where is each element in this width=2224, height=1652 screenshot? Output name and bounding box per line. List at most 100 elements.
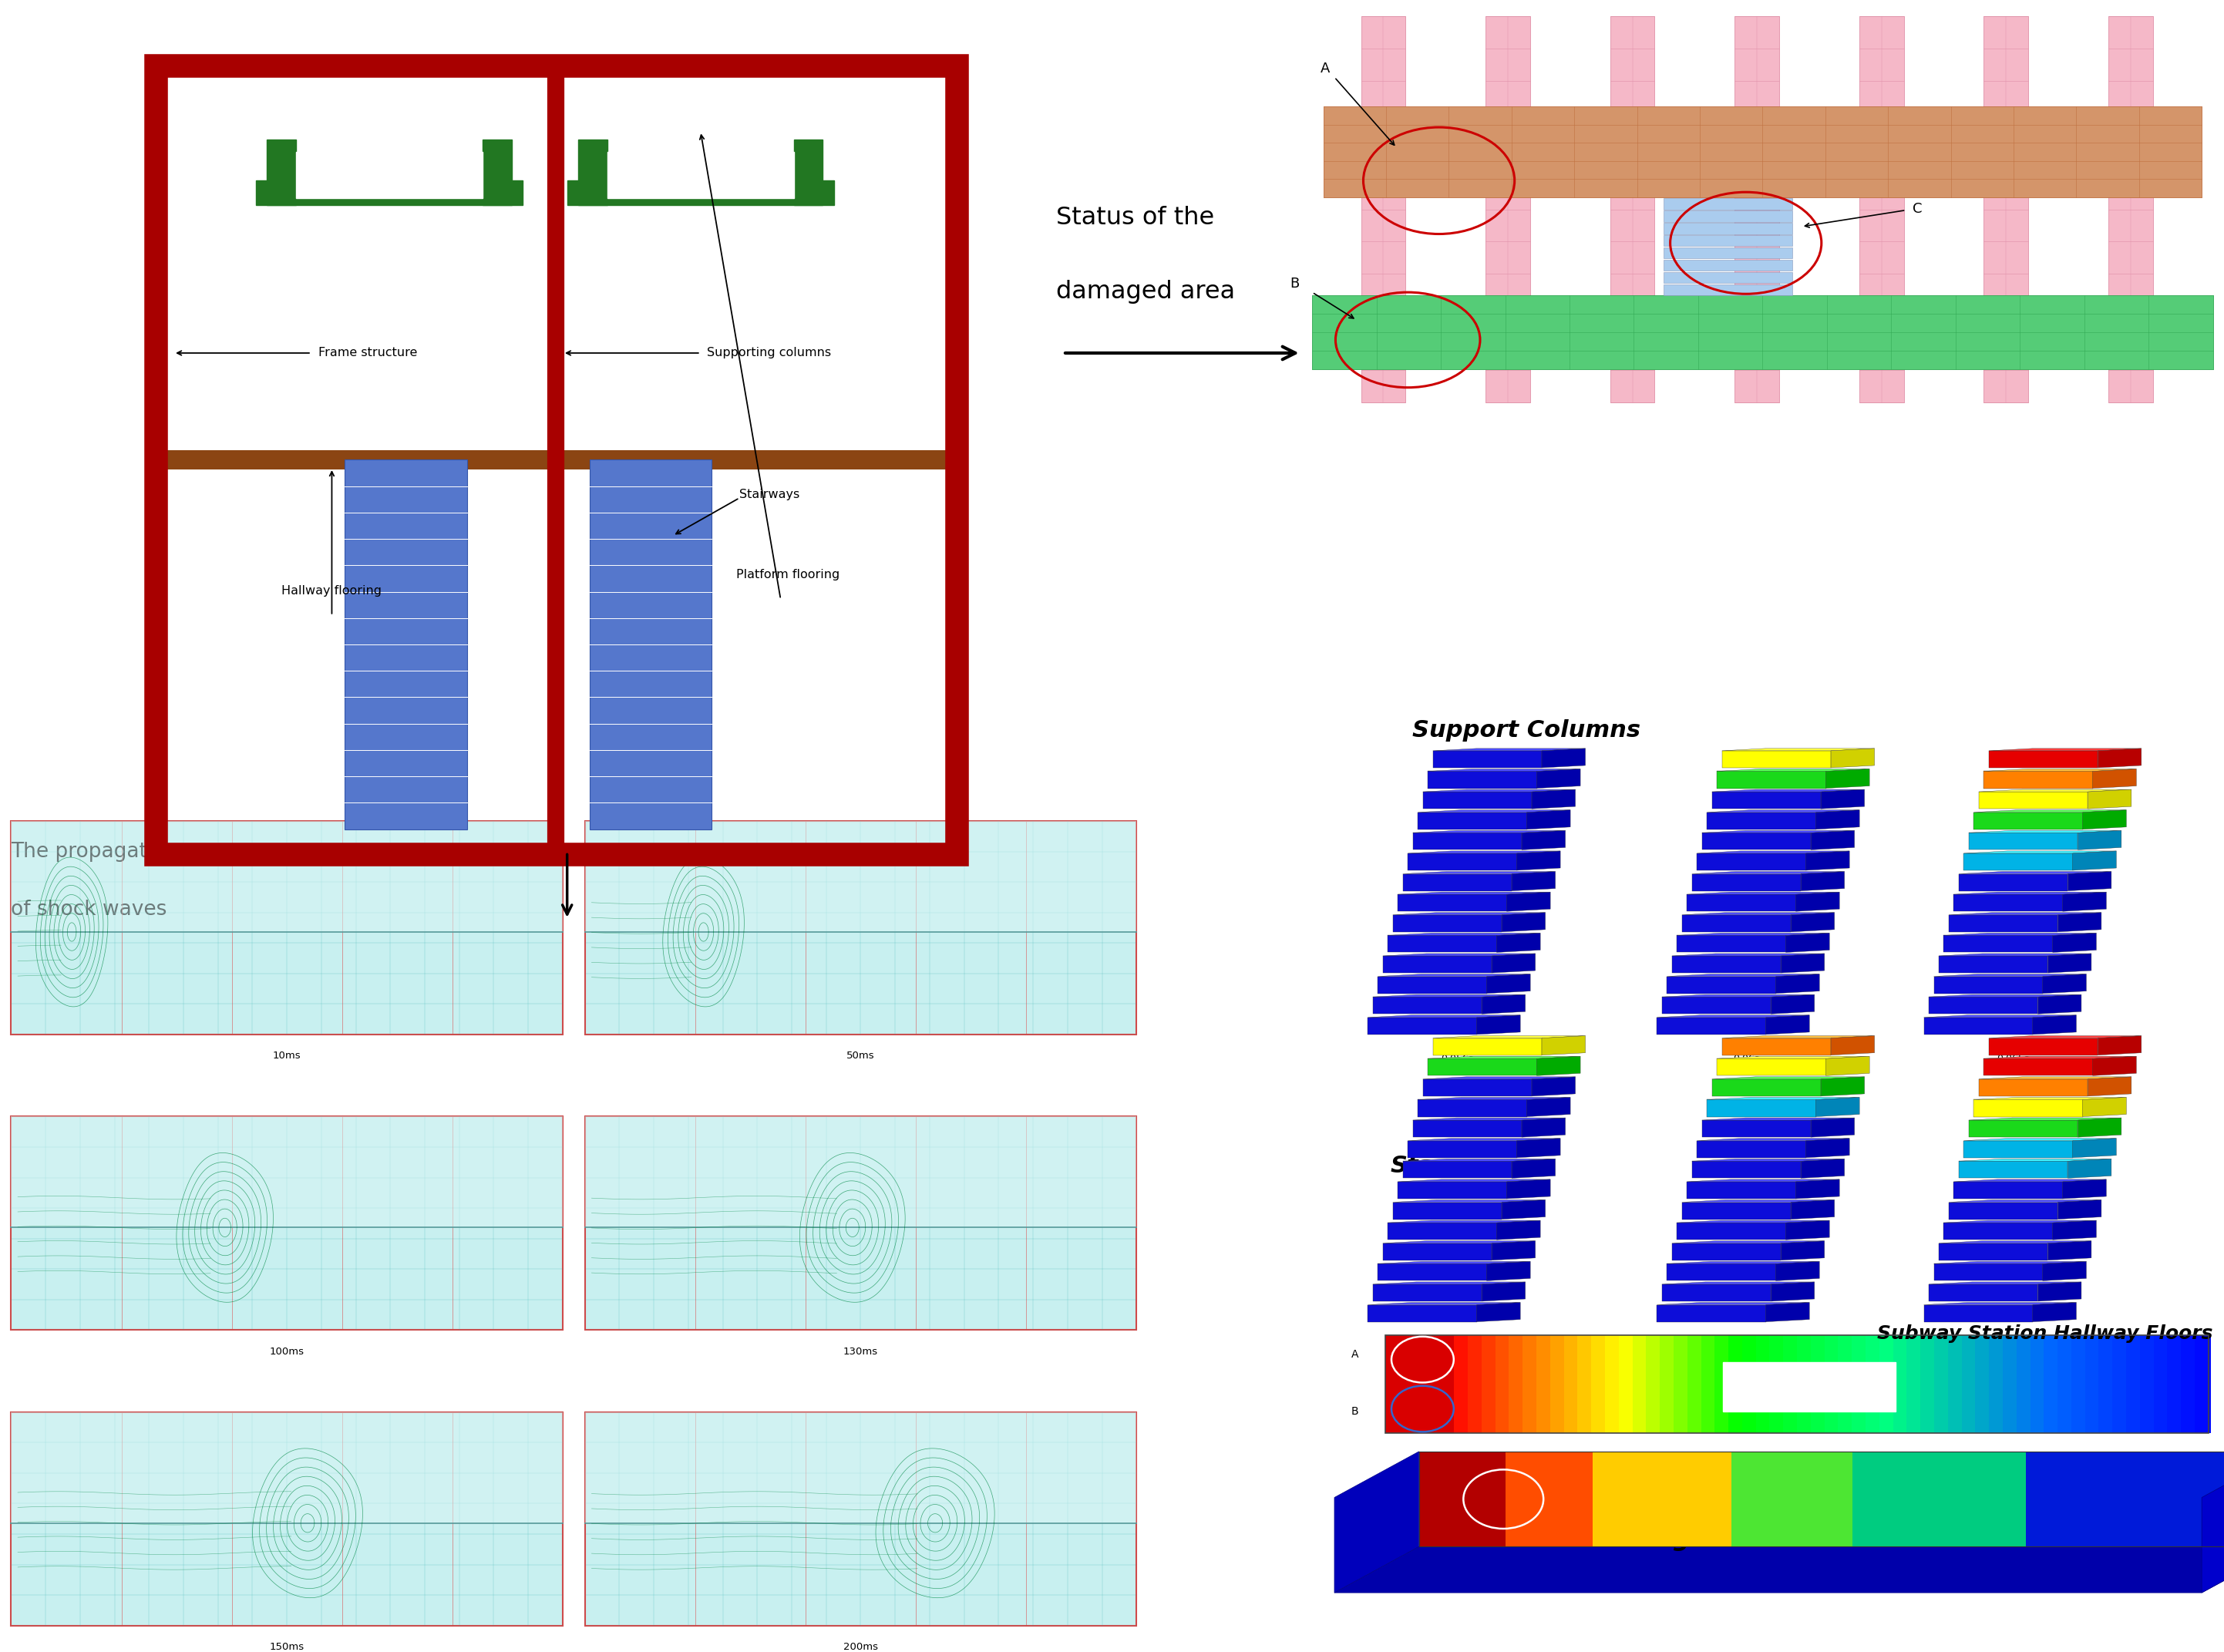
- Text: 200ms: 200ms: [843, 1642, 878, 1652]
- Polygon shape: [1610, 1452, 1630, 1546]
- Polygon shape: [1904, 1452, 1924, 1546]
- Polygon shape: [1419, 809, 1570, 813]
- Polygon shape: [1677, 1221, 1830, 1222]
- Bar: [2166, 1335, 2184, 1434]
- Polygon shape: [1933, 1262, 2086, 1264]
- Bar: [1672, 957, 1781, 973]
- Polygon shape: [2053, 1221, 2097, 1239]
- Bar: [1944, 935, 2053, 953]
- Polygon shape: [2182, 1452, 2202, 1546]
- Bar: [1692, 1161, 1801, 1178]
- Polygon shape: [1526, 1097, 1570, 1117]
- Bar: [1606, 1335, 1621, 1434]
- Text: 0.06s: 0.06s: [1732, 1054, 1759, 1064]
- Polygon shape: [1368, 1302, 1521, 1305]
- Bar: [1408, 1140, 1517, 1158]
- Polygon shape: [2053, 933, 2097, 953]
- Bar: [1423, 791, 1532, 809]
- Text: Subway Station Hallway Floors: Subway Station Hallway Floors: [1877, 1323, 2213, 1343]
- Polygon shape: [1481, 1282, 1526, 1302]
- Polygon shape: [1379, 975, 1530, 976]
- Text: 100ms: 100ms: [269, 1346, 305, 1356]
- Bar: [1708, 813, 1815, 829]
- Polygon shape: [1717, 768, 1870, 771]
- Polygon shape: [1575, 1452, 1595, 1546]
- Bar: [1924, 1305, 2033, 1322]
- Polygon shape: [1697, 851, 1850, 854]
- Bar: [1959, 874, 2068, 890]
- Polygon shape: [2217, 1452, 2224, 1546]
- Polygon shape: [1821, 1077, 1864, 1097]
- Bar: [1454, 1335, 1470, 1434]
- Polygon shape: [1979, 1077, 2131, 1079]
- Bar: [1386, 1335, 1401, 1434]
- Polygon shape: [1486, 975, 1530, 993]
- Polygon shape: [2042, 975, 2086, 993]
- Polygon shape: [1508, 1180, 1550, 1199]
- Bar: [1933, 976, 2042, 993]
- Bar: [607, 152, 794, 198]
- Polygon shape: [2088, 790, 2131, 809]
- Bar: [1664, 210, 1793, 221]
- Bar: [1403, 1161, 1512, 1178]
- Polygon shape: [1988, 1036, 2142, 1037]
- Text: Frame structure: Frame structure: [318, 347, 416, 358]
- Bar: [585, 821, 1136, 1034]
- Polygon shape: [2057, 1199, 2102, 1219]
- Bar: [2153, 1335, 2168, 1434]
- Bar: [1441, 1335, 1457, 1434]
- Polygon shape: [1477, 1302, 1521, 1322]
- Polygon shape: [1488, 1452, 1508, 1546]
- Bar: [1968, 1120, 2077, 1137]
- Polygon shape: [1835, 1452, 1855, 1546]
- Bar: [1988, 750, 2097, 768]
- Bar: [1962, 1335, 1977, 1434]
- Polygon shape: [1959, 872, 2111, 874]
- Bar: [1481, 1335, 1497, 1434]
- Polygon shape: [1512, 872, 1555, 890]
- Polygon shape: [1975, 809, 2126, 813]
- Bar: [1701, 833, 1810, 849]
- Polygon shape: [1712, 1077, 1864, 1079]
- Bar: [1664, 273, 1793, 282]
- Bar: [296, 152, 483, 198]
- Polygon shape: [1423, 1077, 1575, 1079]
- Bar: [1984, 17, 2028, 403]
- Polygon shape: [1975, 1097, 2126, 1100]
- Bar: [1964, 854, 2073, 871]
- Bar: [1988, 1335, 2006, 1434]
- Text: Stairway: Stairway: [1390, 1155, 1506, 1176]
- Polygon shape: [2093, 768, 2137, 788]
- Bar: [1979, 791, 2088, 809]
- Polygon shape: [1697, 1138, 1850, 1140]
- Polygon shape: [1412, 1118, 1566, 1120]
- Polygon shape: [1781, 953, 1824, 973]
- Polygon shape: [2164, 1452, 2184, 1546]
- Text: of shock waves: of shock waves: [11, 899, 167, 920]
- Bar: [585, 1412, 1136, 1626]
- Bar: [2099, 1335, 2115, 1434]
- Bar: [2044, 1335, 2059, 1434]
- Polygon shape: [1781, 1241, 1824, 1260]
- Text: 0.065s: 0.065s: [1997, 1054, 2031, 1064]
- Bar: [1392, 1203, 1501, 1219]
- Polygon shape: [1428, 768, 1581, 771]
- Bar: [1681, 1203, 1790, 1219]
- Bar: [1432, 1037, 1541, 1056]
- Polygon shape: [1964, 851, 2117, 854]
- Polygon shape: [1388, 1221, 1541, 1222]
- Bar: [1664, 198, 1793, 210]
- Bar: [1928, 1284, 2037, 1302]
- Polygon shape: [2064, 892, 2106, 912]
- Polygon shape: [2082, 1097, 2126, 1117]
- Bar: [1724, 1363, 1895, 1412]
- Polygon shape: [1497, 933, 1541, 953]
- Bar: [1632, 1335, 1648, 1434]
- Bar: [11, 1412, 563, 1523]
- Polygon shape: [1412, 831, 1566, 833]
- Polygon shape: [1408, 1138, 1561, 1140]
- Bar: [1408, 854, 1517, 871]
- Bar: [1397, 1181, 1508, 1199]
- Bar: [1672, 1335, 1690, 1434]
- Bar: [2182, 1335, 2197, 1434]
